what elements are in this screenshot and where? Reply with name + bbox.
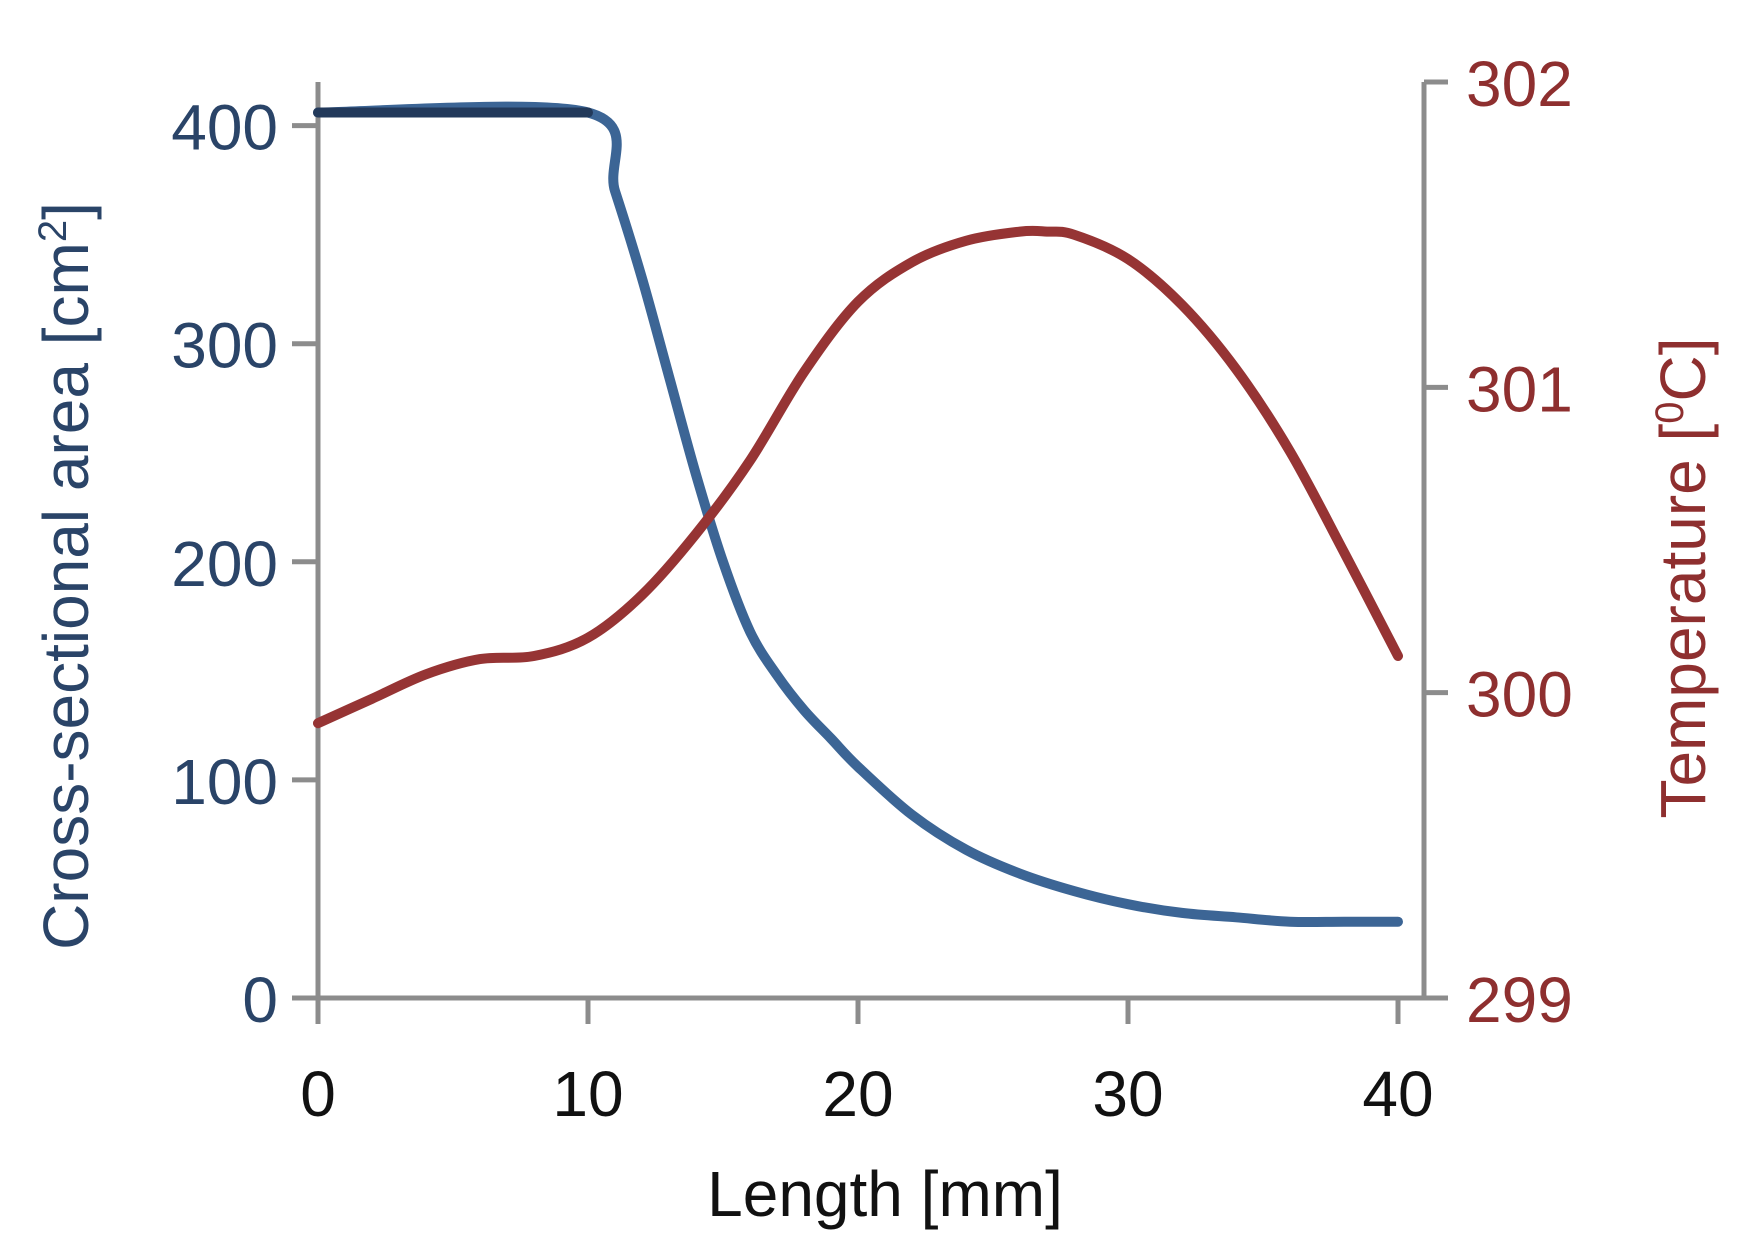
- series-lines: [313, 101, 1403, 928]
- x-tick-label: 10: [552, 1058, 623, 1130]
- x-axis-title: Length [mm]: [707, 1158, 1063, 1230]
- series-area-line: [313, 101, 1403, 928]
- x-tick-label: 30: [1092, 1058, 1163, 1130]
- y-left-tick-label: 0: [242, 964, 278, 1036]
- x-tick-label: 40: [1362, 1058, 1433, 1130]
- y-left-tick-label: 100: [171, 746, 278, 818]
- y-axis-right-title: Temperature [0C]: [1647, 337, 1719, 818]
- y-left-tick-label: 400: [171, 92, 278, 164]
- y-left-tick-label: 200: [171, 528, 278, 600]
- x-tick-label: 20: [822, 1058, 893, 1130]
- y-right-tick-label: 302: [1466, 48, 1573, 120]
- y-axis-left-title: Cross-sectional area [cm2]: [30, 202, 102, 950]
- series-temperature-line: [313, 225, 1403, 729]
- y-right-tick-label: 301: [1466, 353, 1573, 425]
- x-tick-label: 0: [300, 1058, 336, 1130]
- y-right-tick-label: 299: [1466, 964, 1573, 1036]
- y-left-tick-label: 300: [171, 310, 278, 382]
- y-right-tick-label: 300: [1466, 659, 1573, 731]
- axes: [292, 79, 1448, 1024]
